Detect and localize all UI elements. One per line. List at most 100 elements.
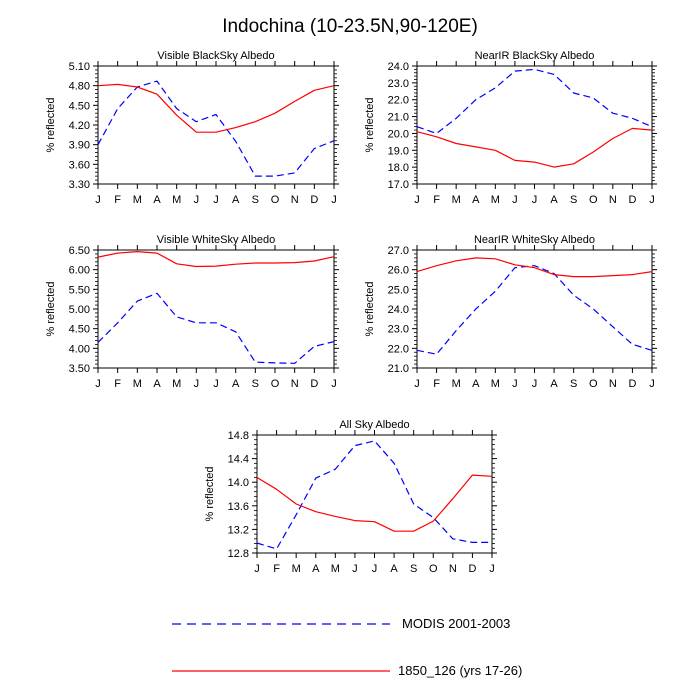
panel-title: NearIR BlackSky Albedo (475, 50, 595, 62)
x-tick-label: N (291, 194, 299, 206)
x-tick-label: O (429, 563, 438, 575)
x-tick-label: J (213, 194, 219, 206)
chart-panel-1: Visible BlackSky Albedo % reflected 3.30 3.… (45, 50, 339, 206)
x-tick-label: A (472, 378, 480, 390)
y-tick-label: 4.50 (69, 324, 90, 336)
x-tick-label: J (331, 194, 337, 206)
x-tick-label: A (472, 194, 480, 206)
y-tick-label: 27.0 (388, 245, 409, 257)
series-line-modis (97, 292, 335, 364)
x-tick-label: O (271, 194, 280, 206)
y-axis-label: % reflected (45, 281, 57, 336)
x-tick-label: J (254, 563, 260, 575)
x-tick-label: S (252, 378, 259, 390)
chart-panel-2: NearIR BlackSky Albedo % reflected 17.0 18.… (364, 50, 657, 206)
series-line-modis (416, 68, 653, 134)
x-tick-label: M (491, 378, 500, 390)
y-tick-label: 4.20 (69, 120, 90, 132)
x-tick-label: M (172, 378, 181, 390)
legend: MODIS 2001-2003 1850_126 (yrs 17-26) (172, 616, 522, 678)
series-line-model (97, 83, 335, 133)
y-tick-label: 14.8 (228, 430, 249, 442)
y-tick-label: 23.0 (388, 78, 409, 90)
x-tick-label: D (628, 378, 636, 390)
x-tick-label: S (410, 563, 417, 575)
y-tick-label: 5.10 (69, 61, 90, 73)
chart-panels: Visible BlackSky Albedo % reflected 3.30 3.… (45, 50, 657, 575)
x-tick-label: M (133, 378, 142, 390)
x-tick-label: J (213, 378, 219, 390)
x-tick-label: F (114, 378, 121, 390)
plot-frame (97, 249, 335, 369)
y-tick-label: 6.00 (69, 265, 90, 277)
chart-panel-3: Visible WhiteSky Albedo % reflected 3.50 4.… (45, 234, 339, 390)
y-tick-label: 5.50 (69, 284, 90, 296)
y-axis-label: % reflected (45, 97, 57, 152)
x-tick-label: M (172, 194, 181, 206)
x-tick-label: A (153, 378, 161, 390)
x-tick-label: O (271, 378, 280, 390)
x-tick-label: J (414, 378, 420, 390)
x-tick-label: J (331, 378, 337, 390)
series-line-modis (256, 440, 492, 550)
y-axis-label: % reflected (364, 281, 376, 336)
y-tick-label: 4.80 (69, 81, 90, 93)
y-tick-label: 3.60 (69, 159, 90, 171)
x-tick-label: S (570, 194, 577, 206)
x-tick-label: D (310, 378, 318, 390)
x-tick-label: A (153, 194, 161, 206)
x-tick-label: A (550, 194, 558, 206)
y-tick-label: 3.50 (69, 363, 90, 375)
y-tick-label: 24.0 (388, 304, 409, 316)
series-line-model (256, 474, 493, 532)
y-tick-label: 24.0 (388, 61, 409, 73)
x-tick-label: A (232, 378, 240, 390)
x-tick-label: M (292, 563, 301, 575)
y-tick-label: 4.50 (69, 100, 90, 112)
x-tick-label: J (512, 378, 518, 390)
chart-panel-5: All Sky Albedo % reflected 12.8 13.2 13.6 14.… (204, 419, 497, 575)
y-tick-label: 18.0 (388, 162, 409, 174)
y-tick-label: 17.0 (388, 179, 409, 191)
y-tick-label: 20.0 (388, 128, 409, 140)
y-tick-label: 13.6 (228, 501, 249, 513)
x-tick-label: A (312, 563, 320, 575)
x-tick-label: S (252, 194, 259, 206)
x-tick-label: D (310, 194, 318, 206)
legend-label-model: 1850_126 (yrs 17-26) (398, 663, 522, 678)
x-tick-label: N (609, 378, 617, 390)
x-tick-label: N (291, 378, 299, 390)
y-tick-label: 3.30 (69, 179, 90, 191)
chart-panel-4: NearIR WhiteSky Albedo % reflected 21.0 22.… (364, 234, 657, 390)
y-tick-label: 14.4 (228, 454, 249, 466)
x-tick-label: D (628, 194, 636, 206)
panel-title: Visible BlackSky Albedo (157, 50, 274, 62)
y-tick-label: 12.8 (228, 548, 249, 560)
panel-title: NearIR WhiteSky Albedo (474, 234, 595, 246)
y-tick-label: 6.50 (69, 245, 90, 257)
legend-label-modis: MODIS 2001-2003 (402, 616, 510, 631)
x-tick-label: J (489, 563, 495, 575)
y-tick-label: 13.2 (228, 524, 249, 536)
figure-title: Indochina (10-23.5N,90-120E) (222, 16, 478, 37)
x-tick-label: M (491, 194, 500, 206)
y-tick-label: 3.90 (69, 140, 90, 152)
plot-frame (416, 65, 653, 185)
x-tick-label: F (433, 378, 440, 390)
y-tick-label: 21.0 (388, 112, 409, 124)
series-line-model (97, 251, 335, 268)
y-axis-label: % reflected (204, 466, 216, 521)
x-tick-label: A (550, 378, 558, 390)
x-tick-label: J (649, 378, 655, 390)
y-tick-label: 26.0 (388, 265, 409, 277)
y-tick-label: 22.0 (388, 95, 409, 107)
y-tick-label: 25.0 (388, 284, 409, 296)
series-line-model (416, 127, 653, 168)
x-tick-label: J (532, 194, 538, 206)
x-tick-label: F (273, 563, 280, 575)
series-line-modis (97, 80, 335, 177)
x-tick-label: J (649, 194, 655, 206)
x-tick-label: J (372, 563, 378, 575)
x-tick-label: M (452, 378, 461, 390)
